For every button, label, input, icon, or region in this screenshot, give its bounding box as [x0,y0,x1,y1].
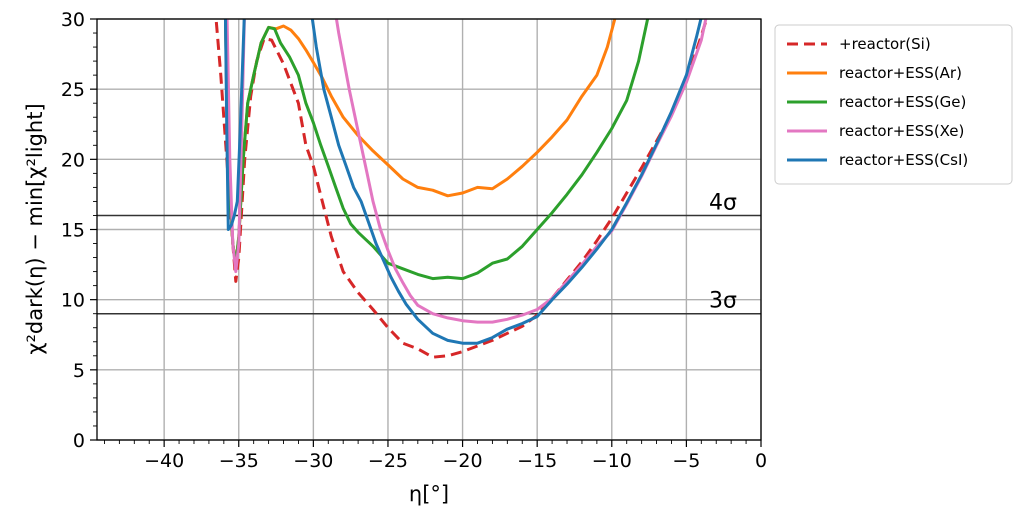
series-line [224,19,617,267]
x-axis-title: η[°] [409,482,449,506]
series-line [224,19,650,281]
series-lines [214,19,709,359]
sigma-label: 4σ [709,190,737,215]
legend-label: reactor+ESS(CsI) [839,151,968,169]
legend-label: reactor+ESS(Ge) [839,93,966,111]
y-axis-title: χ²dark(η) − min[χ²light] [23,103,47,354]
x-tick-label: −10 [592,450,632,472]
y-tick-label: 5 [73,360,85,382]
y-tick-label: 10 [61,290,85,312]
x-tick-label: −5 [672,450,700,472]
legend-box [774,24,1013,185]
axis-ticks: −40 −35 −30 −25 −20 −15 −10 −5 0 0 5 10 15 20 25 30 [61,9,767,472]
legend-label: +reactor(Si) [839,35,931,53]
series-line [225,19,708,324]
series-line [223,19,703,345]
legend-label: reactor+ESS(Ar) [839,64,962,82]
x-tick-label: 0 [755,450,767,472]
y-tick-label: 15 [61,220,85,242]
y-tick-label: 0 [73,430,85,452]
legend: +reactor(Si) reactor+ESS(Ar) reactor+ESS(G… [774,24,1013,185]
y-tick-label: 20 [61,149,85,171]
y-tick-label: 25 [61,79,85,101]
x-tick-label: −25 [368,450,408,472]
x-tick-label: −20 [443,450,483,472]
grid [97,18,762,441]
x-tick-label: −15 [517,450,557,472]
x-tick-label: −30 [293,450,333,472]
sigma-lines: 4σ 3σ [97,190,761,315]
x-tick-label: −35 [219,450,259,472]
sigma-label: 3σ [709,289,737,314]
legend-label: reactor+ESS(Xe) [839,122,964,140]
x-tick-label: −40 [144,450,184,472]
y-tick-label: 30 [61,9,85,31]
